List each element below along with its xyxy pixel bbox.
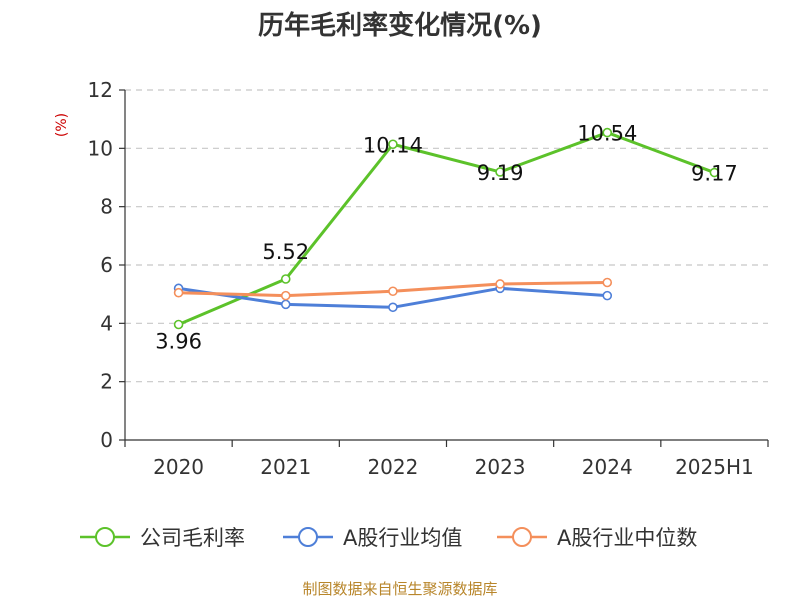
data-point-2-2020[interactable] <box>173 287 184 298</box>
data-point-1-2024[interactable] <box>602 290 613 301</box>
series-lines <box>173 127 720 330</box>
y-tick-label-10: 10 <box>88 136 113 160</box>
axes: 0 2 4 6 8 10 12 2020 2021 2022 2023 2024 2025H1 <box>88 78 769 479</box>
y-tick-label-12: 12 <box>88 78 113 102</box>
x-tick-label-2021: 2021 <box>260 455 311 479</box>
data-point-0-2023[interactable] <box>495 167 505 177</box>
data-source-note: 制图数据来自恒生聚源数据库 <box>302 580 497 598</box>
data-point-2-2022[interactable] <box>388 286 398 297</box>
legend-item-2[interactable]: A股行业中位数 <box>497 526 697 550</box>
data-labels: 3.96 5.52 10.14 9.19 10.54 9.17 <box>155 122 738 354</box>
y-tick-label-6: 6 <box>100 253 113 277</box>
data-label-0-2021: 5.52 <box>262 240 309 264</box>
data-label-0-2020: 3.96 <box>155 330 202 354</box>
y-tick-label-8: 8 <box>100 195 113 219</box>
legend-marker-1 <box>298 527 318 547</box>
legend[interactable]: 公司毛利率 A股行业均值 A股行业中位数 <box>80 526 697 550</box>
grid-lines <box>125 89 768 383</box>
data-point-1-2022[interactable] <box>388 302 398 313</box>
data-point-0-2020[interactable] <box>173 319 184 330</box>
data-point-0-2024[interactable] <box>602 127 613 138</box>
series-line-0 <box>177 131 715 326</box>
data-point-2-2021[interactable] <box>280 290 291 301</box>
legend-label-1: A股行业均值 <box>343 526 462 550</box>
x-tick-label-2020: 2020 <box>153 455 204 479</box>
data-label-0-2023: 9.19 <box>477 161 524 185</box>
data-label-0-2022: 10.14 <box>363 133 423 157</box>
chart-title: 历年毛利率变化情况(%) <box>258 10 542 41</box>
data-label-0-2025H1: 9.17 <box>691 162 738 186</box>
y-tick-label-4: 4 <box>100 311 113 335</box>
legend-item-1[interactable]: A股行业均值 <box>283 526 462 550</box>
x-tick-label-2023: 2023 <box>475 455 526 479</box>
legend-marker-0 <box>95 527 115 547</box>
legend-marker-2 <box>512 527 532 547</box>
y-axis-unit-label: (%) <box>54 113 70 137</box>
data-point-2-2023[interactable] <box>495 279 505 289</box>
legend-label-2: A股行业中位数 <box>557 526 697 550</box>
y-tick-label-2: 2 <box>100 370 113 394</box>
data-label-0-2024: 10.54 <box>577 122 637 146</box>
data-point-2-2024[interactable] <box>602 277 613 288</box>
x-tick-label-2025H1: 2025H1 <box>675 455 754 479</box>
legend-item-0[interactable]: 公司毛利率 <box>80 526 245 550</box>
x-tick-label-2024: 2024 <box>582 455 633 479</box>
data-point-0-2025H1[interactable] <box>709 167 720 178</box>
legend-label-0: 公司毛利率 <box>140 526 245 550</box>
y-tick-label-0: 0 <box>100 428 113 452</box>
data-point-0-2022[interactable] <box>388 139 398 150</box>
x-tick-label-2022: 2022 <box>367 455 418 479</box>
data-point-0-2021[interactable] <box>280 274 291 284</box>
data-point-1-2021[interactable] <box>280 299 291 310</box>
